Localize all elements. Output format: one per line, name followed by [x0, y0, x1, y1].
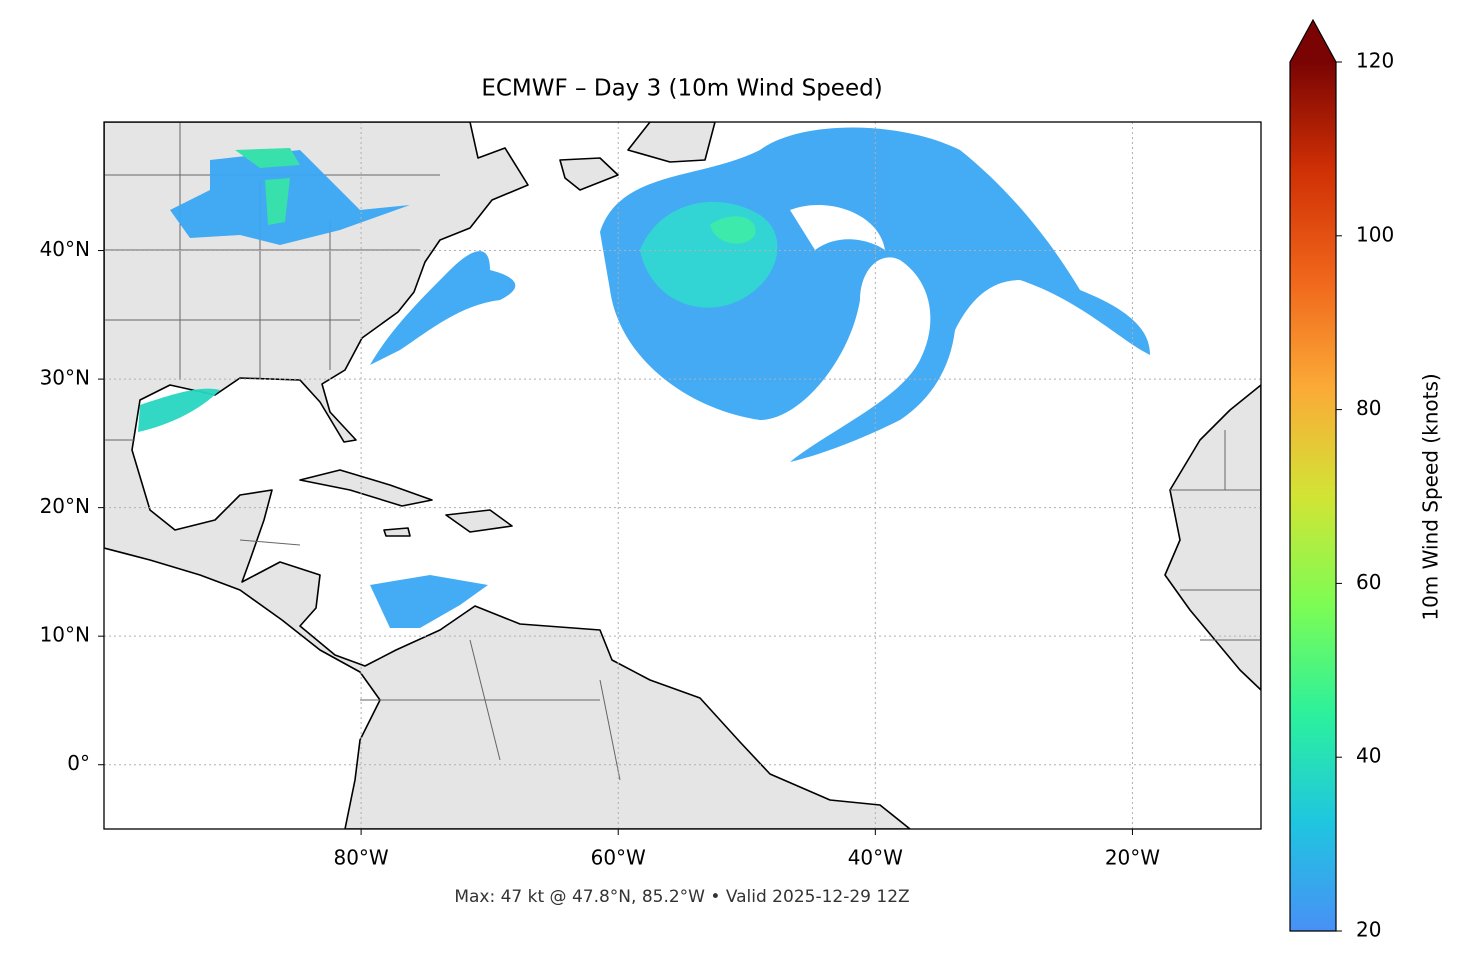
map-layer	[104, 122, 1261, 829]
colorbar-tick-label: 100	[1356, 222, 1394, 246]
y-tick-label: 10°N	[40, 623, 90, 647]
americas	[104, 122, 911, 829]
y-tick-label: 30°N	[40, 366, 90, 390]
colorbar-tick-label: 40	[1356, 744, 1381, 768]
colorbar-tick-label: 60	[1356, 570, 1381, 594]
x-tick-label: 60°W	[591, 846, 646, 870]
africa	[1164, 384, 1261, 691]
colorbar	[1290, 62, 1336, 931]
hispaniola	[445, 509, 513, 533]
footnote: Max: 47 kt @ 47.8°N, 85.2°W • Valid 2025…	[454, 887, 909, 907]
colorbar-extend	[1290, 20, 1336, 62]
colorbar-tick-label: 80	[1356, 396, 1381, 420]
colorbar-outline	[1289, 18, 1337, 932]
colorbar-tick-label: 20	[1356, 918, 1381, 942]
x-tick-label: 80°W	[333, 846, 388, 870]
colorbar-tick-label: 120	[1356, 49, 1394, 73]
greenland-tip	[627, 122, 716, 163]
africa-borders	[1170, 430, 1261, 641]
chart-title: ECMWF – Day 3 (10m Wind Speed)	[481, 76, 882, 102]
colorbar-label: 10m Wind Speed (knots)	[1419, 373, 1443, 620]
x-tick-label: 40°W	[848, 846, 903, 870]
newfoundland	[559, 157, 619, 191]
x-tick-label: 20°W	[1105, 846, 1160, 870]
y-tick-label: 0°	[67, 751, 90, 775]
y-tick-label: 20°N	[40, 494, 90, 518]
plot-frame	[103, 121, 1262, 830]
jamaica	[383, 527, 411, 537]
cuba	[299, 469, 433, 507]
wind-field	[138, 127, 1150, 628]
y-tick-label: 40°N	[40, 237, 90, 261]
